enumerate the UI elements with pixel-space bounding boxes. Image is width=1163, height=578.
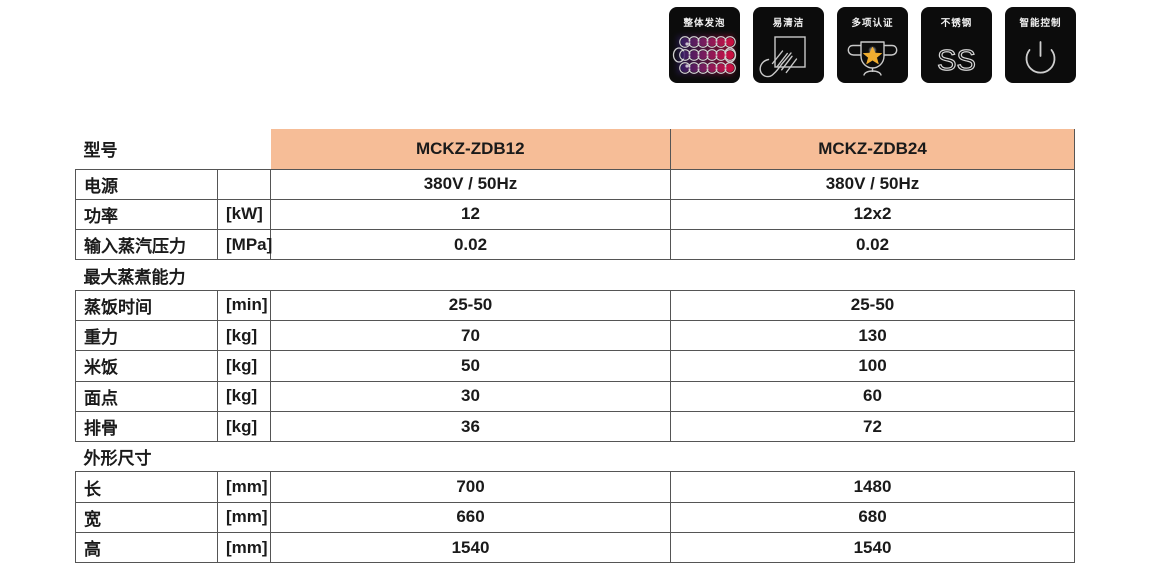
svg-text:SS: SS bbox=[937, 45, 976, 77]
